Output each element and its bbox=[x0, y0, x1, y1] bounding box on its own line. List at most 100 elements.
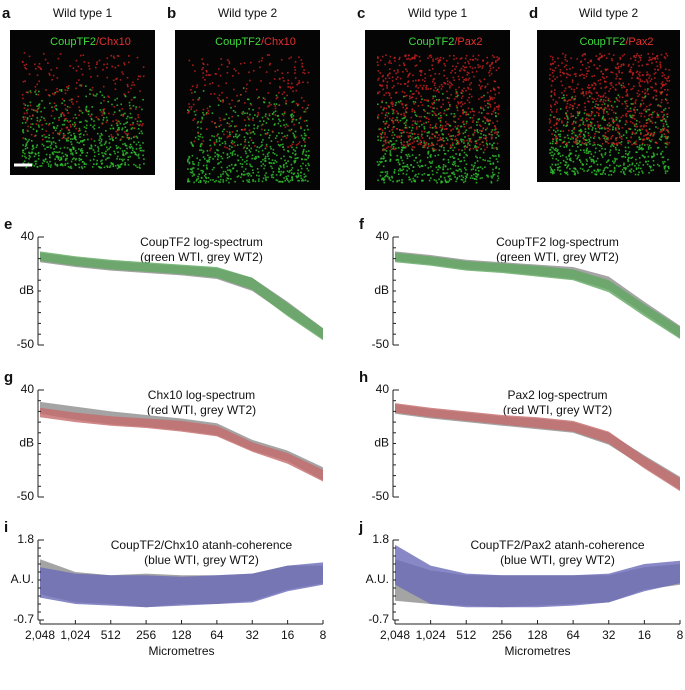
cell-dot bbox=[388, 77, 391, 79]
cell-dot bbox=[638, 54, 640, 57]
cell-dot bbox=[393, 148, 396, 150]
cell-dot bbox=[401, 103, 404, 106]
cell-dot bbox=[101, 152, 103, 154]
cell-dot bbox=[430, 144, 432, 147]
cell-dot bbox=[31, 108, 33, 111]
cell-dot bbox=[386, 81, 389, 83]
cell-dot bbox=[412, 100, 415, 103]
cell-dot bbox=[667, 77, 669, 79]
cell-dot bbox=[268, 158, 270, 160]
cell-dot bbox=[252, 69, 255, 72]
cell-dot bbox=[628, 127, 630, 130]
cell-dot bbox=[656, 112, 658, 115]
cell-dot bbox=[625, 152, 627, 155]
cell-dot bbox=[199, 181, 202, 183]
cell-dot bbox=[643, 81, 646, 83]
cell-dot bbox=[114, 165, 117, 167]
cell-dot bbox=[443, 109, 446, 112]
cell-dot bbox=[384, 138, 387, 141]
cell-dot bbox=[224, 142, 227, 145]
cell-dot bbox=[106, 66, 108, 69]
cell-dot bbox=[393, 134, 396, 136]
cell-dot bbox=[463, 142, 465, 144]
cell-dot bbox=[32, 109, 35, 111]
cell-dot bbox=[392, 131, 394, 134]
cell-dot bbox=[565, 107, 567, 109]
cell-dot bbox=[264, 147, 267, 150]
cell-dot bbox=[405, 68, 407, 70]
cell-dot bbox=[285, 100, 287, 102]
cell-dot bbox=[109, 153, 111, 156]
cell-dot bbox=[385, 150, 388, 152]
cell-dot bbox=[377, 64, 379, 66]
cell-dot bbox=[414, 122, 417, 124]
cell-dot bbox=[406, 155, 409, 157]
cell-dot bbox=[603, 103, 606, 105]
cell-dot bbox=[60, 113, 62, 116]
cell-dot bbox=[260, 124, 263, 127]
cell-dot bbox=[32, 128, 35, 130]
cell-dot bbox=[307, 157, 309, 159]
cell-dot bbox=[619, 78, 622, 80]
cell-dot bbox=[225, 113, 228, 116]
cell-dot bbox=[283, 148, 285, 151]
cell-dot bbox=[564, 136, 567, 139]
cell-dot bbox=[555, 135, 557, 138]
cell-dot bbox=[484, 117, 486, 119]
cell-dot bbox=[200, 133, 202, 136]
cell-dot bbox=[618, 133, 621, 136]
cell-dot bbox=[476, 58, 479, 61]
cell-dot bbox=[633, 123, 636, 126]
cell-dot bbox=[598, 136, 600, 139]
cell-dot bbox=[570, 57, 572, 59]
panel-label: c bbox=[357, 5, 365, 22]
cell-dot bbox=[277, 122, 280, 125]
cell-dot bbox=[290, 128, 293, 131]
cell-dot bbox=[103, 63, 105, 66]
cell-dot bbox=[290, 114, 292, 116]
cell-dot bbox=[640, 104, 642, 107]
cell-dot bbox=[550, 90, 553, 92]
cell-dot bbox=[397, 169, 400, 172]
cell-dot bbox=[637, 167, 640, 169]
cell-dot bbox=[291, 146, 293, 149]
cell-dot bbox=[621, 72, 623, 74]
cell-dot bbox=[442, 137, 444, 139]
cell-dot bbox=[234, 164, 236, 167]
cell-dot bbox=[556, 137, 558, 140]
cell-dot bbox=[389, 150, 392, 152]
cell-dot bbox=[450, 144, 452, 146]
cell-dot bbox=[641, 154, 644, 157]
cell-dot bbox=[593, 135, 596, 138]
cell-dot bbox=[565, 113, 568, 116]
cell-dot bbox=[304, 179, 307, 182]
cell-dot bbox=[660, 87, 662, 89]
cell-dot bbox=[411, 154, 414, 156]
cell-dot bbox=[193, 163, 195, 166]
cell-dot bbox=[478, 124, 481, 126]
cell-dot bbox=[111, 65, 113, 68]
cell-dot bbox=[73, 157, 75, 159]
cell-dot bbox=[620, 135, 623, 138]
cell-dot bbox=[81, 139, 84, 142]
cell-dot bbox=[436, 114, 438, 117]
band bbox=[40, 407, 323, 482]
cell-dot bbox=[275, 103, 278, 105]
cell-dot bbox=[458, 129, 460, 131]
cell-dot bbox=[412, 74, 414, 77]
cell-dot bbox=[210, 147, 212, 150]
cell-dot bbox=[35, 123, 38, 125]
cell-dot bbox=[390, 148, 393, 151]
cell-dot bbox=[394, 104, 397, 106]
cell-dot bbox=[133, 163, 135, 166]
cell-dot bbox=[218, 68, 220, 70]
cell-dot bbox=[580, 131, 582, 134]
cell-dot bbox=[43, 160, 46, 163]
cell-dot bbox=[392, 180, 394, 183]
cell-dot bbox=[231, 131, 234, 133]
cell-dot bbox=[116, 167, 119, 170]
cell-dot bbox=[393, 108, 395, 111]
cell-dot bbox=[122, 115, 125, 117]
cell-dot bbox=[192, 119, 194, 122]
cell-dot bbox=[58, 116, 60, 119]
